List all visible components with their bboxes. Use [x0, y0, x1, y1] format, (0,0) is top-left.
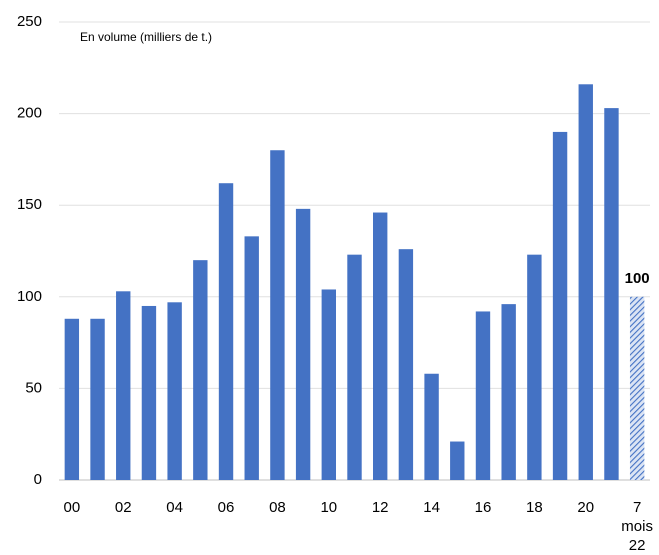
bar — [527, 254, 542, 480]
y-tick-label: 150 — [17, 196, 42, 213]
x-tick-label: 14 — [423, 499, 440, 516]
bar — [193, 260, 208, 480]
bar — [347, 254, 362, 480]
bar — [218, 183, 234, 480]
bar — [450, 441, 465, 480]
bar — [90, 318, 105, 480]
bar — [64, 318, 80, 480]
bar — [398, 249, 414, 480]
x-tick-label: 18 — [526, 499, 543, 516]
bar — [321, 289, 336, 480]
bar — [578, 84, 593, 481]
x-tick-label: 7 mois 22 — [621, 499, 653, 554]
bar — [501, 304, 516, 480]
bar — [244, 236, 259, 480]
x-tick-label: 10 — [320, 499, 338, 516]
bar — [116, 291, 131, 480]
y-tick-label: 250 — [17, 13, 42, 30]
x-tick-label: 02 — [114, 499, 132, 516]
y-tick-label: 50 — [25, 379, 42, 396]
bar — [270, 150, 285, 481]
x-tick-label: 08 — [269, 499, 286, 516]
bar — [604, 108, 619, 480]
y-tick-label: 0 — [34, 471, 42, 488]
bar — [629, 296, 645, 480]
x-tick-label: 16 — [474, 499, 492, 516]
bar — [295, 208, 311, 480]
data-label: 100 — [625, 270, 650, 287]
x-tick-label: 04 — [166, 499, 183, 516]
annotation: En volume (milliers de t.) — [80, 30, 212, 44]
x-tick-label: 06 — [217, 499, 235, 516]
bar — [475, 311, 491, 480]
x-tick-label: 00 — [63, 499, 81, 516]
bar — [373, 212, 388, 480]
bar — [167, 302, 182, 480]
y-tick-label: 200 — [17, 105, 42, 122]
x-tick-label: 12 — [371, 499, 389, 516]
x-tick-label: 20 — [577, 499, 595, 516]
bar — [424, 373, 439, 480]
y-tick-label: 100 — [17, 288, 42, 305]
bar — [141, 305, 157, 480]
bar — [552, 131, 568, 481]
